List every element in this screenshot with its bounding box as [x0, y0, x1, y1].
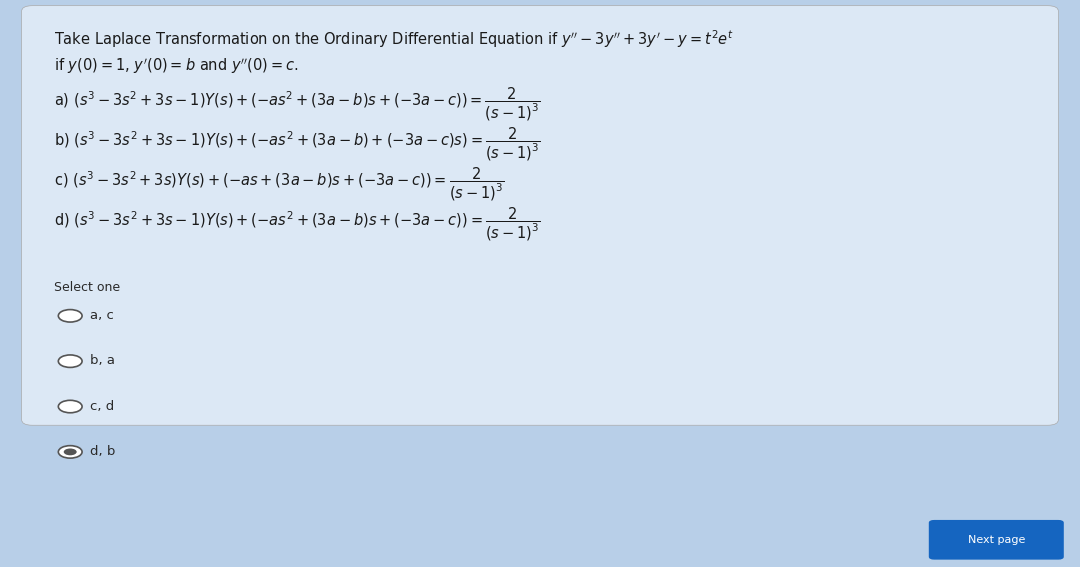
- Text: c, d: c, d: [90, 400, 113, 413]
- Text: Take Laplace Transformation on the Ordinary Differential Equation if $y'' - 3y'': Take Laplace Transformation on the Ordin…: [54, 28, 734, 50]
- Text: c) $(s^3 - 3s^2 + 3s)Y(s) + (-as + (3a - b)s + (-3a - c)) = \dfrac{2}{(s-1)^3}$: c) $(s^3 - 3s^2 + 3s)Y(s) + (-as + (3a -…: [54, 166, 504, 203]
- Circle shape: [58, 446, 82, 458]
- Circle shape: [58, 355, 82, 367]
- Text: Next page: Next page: [968, 535, 1025, 545]
- Text: d, b: d, b: [90, 445, 114, 458]
- Text: if $y(0) = 1$, $y'(0) = b$ and $y''(0) = c$.: if $y(0) = 1$, $y'(0) = b$ and $y''(0) =…: [54, 57, 298, 77]
- FancyBboxPatch shape: [22, 6, 1058, 425]
- Circle shape: [58, 400, 82, 413]
- Circle shape: [58, 310, 82, 322]
- Circle shape: [64, 448, 77, 455]
- Text: a, c: a, c: [90, 309, 113, 322]
- Text: d) $(s^3 - 3s^2 + 3s - 1)Y(s) + (-as^2 + (3a - b)s + (-3a - c)) = \dfrac{2}{(s-1: d) $(s^3 - 3s^2 + 3s - 1)Y(s) + (-as^2 +…: [54, 205, 541, 243]
- Text: a) $(s^3 - 3s^2 + 3s - 1)Y(s) + (-as^2 + (3a - b)s + (-3a - c)) = \dfrac{2}{(s-1: a) $(s^3 - 3s^2 + 3s - 1)Y(s) + (-as^2 +…: [54, 86, 540, 124]
- Text: Select one: Select one: [54, 281, 120, 294]
- Text: b) $(s^3 - 3s^2 + 3s - 1)Y(s) + (-as^2 + (3a - b) + (-3a - c)s) = \dfrac{2}{(s-1: b) $(s^3 - 3s^2 + 3s - 1)Y(s) + (-as^2 +…: [54, 126, 541, 163]
- FancyBboxPatch shape: [929, 520, 1064, 560]
- Text: b, a: b, a: [90, 354, 114, 367]
